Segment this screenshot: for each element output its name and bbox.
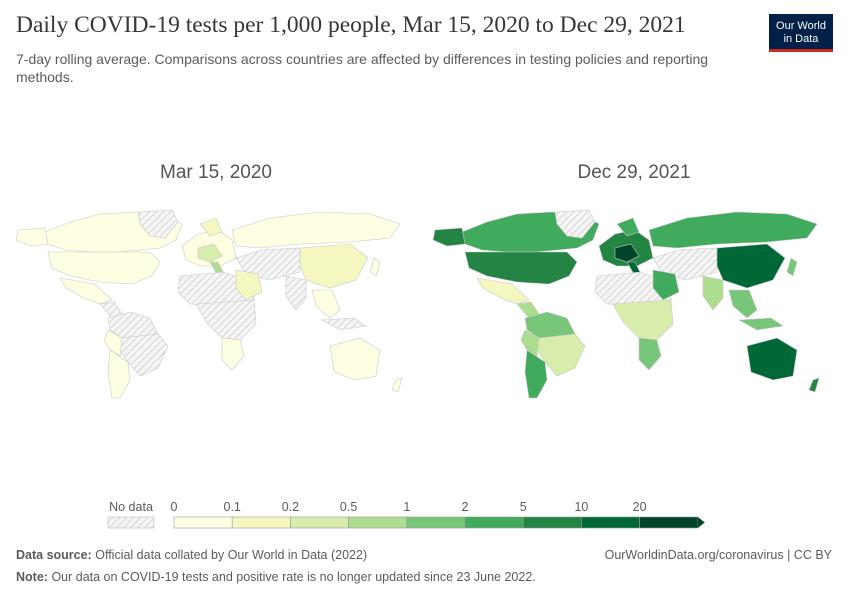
- legend-bin-2[interactable]: [290, 516, 349, 529]
- owid-logo[interactable]: Our World in Data: [769, 14, 833, 52]
- footer-note-label: Note:: [16, 570, 48, 584]
- region-india[interactable]: [702, 275, 724, 311]
- region-japan[interactable]: [369, 257, 381, 277]
- legend-tick-label: 2: [462, 500, 469, 514]
- region-southeast-asia[interactable]: [728, 289, 758, 319]
- region-brazil[interactable]: [119, 333, 169, 377]
- region-usa[interactable]: [47, 251, 161, 285]
- region-scandinavia[interactable]: [616, 217, 640, 237]
- legend-bin-7[interactable]: [581, 516, 640, 529]
- region-greenland[interactable]: [137, 209, 179, 239]
- legend-tick-label: 10: [574, 500, 588, 514]
- footer-link[interactable]: OurWorldinData.org/coronavirus | CC BY: [604, 548, 832, 562]
- region-alaska[interactable]: [15, 227, 49, 247]
- footer-source: Data source: Official data collated by O…: [16, 548, 367, 562]
- region-argentina-chile[interactable]: [107, 349, 131, 399]
- footer-source-label: Data source:: [16, 548, 92, 562]
- chart-subtitle: 7-day rolling average. Comparisons acros…: [16, 51, 709, 85]
- region-scandinavia[interactable]: [199, 217, 223, 237]
- footer-source-text: Official data collated by Our World in D…: [95, 548, 368, 562]
- region-indonesia[interactable]: [737, 317, 784, 331]
- legend-tick-label: 1: [403, 500, 410, 514]
- region-middle-east[interactable]: [235, 269, 263, 301]
- region-russia[interactable]: [648, 211, 818, 249]
- legend-bin-8[interactable]: [639, 516, 699, 529]
- map-title-left: Mar 15, 2020: [160, 162, 272, 183]
- legend-bin-3[interactable]: [348, 516, 408, 529]
- map-title-right: Dec 29, 2021: [577, 162, 691, 183]
- region-brazil[interactable]: [536, 333, 586, 377]
- footer-note-text: Our data on COVID-19 tests and positive …: [51, 570, 536, 584]
- region-central-europe[interactable]: [614, 243, 640, 263]
- region-china[interactable]: [716, 243, 786, 289]
- region-argentina-chile[interactable]: [524, 349, 548, 399]
- chart-title: Daily COVID-19 tests per 1,000 people, M…: [16, 12, 686, 38]
- region-china[interactable]: [299, 243, 369, 289]
- region-usa[interactable]: [464, 251, 578, 285]
- region-new-zealand[interactable]: [391, 377, 403, 393]
- legend-tick-label: 0.2: [282, 500, 299, 514]
- legend-tick-label: 5: [520, 500, 527, 514]
- region-new-zealand[interactable]: [808, 377, 820, 393]
- logo-line-1: Our World: [776, 20, 826, 32]
- region-southern-africa[interactable]: [221, 337, 245, 371]
- region-australia[interactable]: [329, 337, 381, 381]
- legend-tick-label: 0.5: [340, 500, 357, 514]
- map-dec-2021: [432, 209, 820, 399]
- region-indonesia[interactable]: [320, 317, 367, 331]
- region-russia[interactable]: [231, 211, 401, 249]
- legend-bin-5[interactable]: [464, 516, 524, 529]
- region-australia[interactable]: [746, 337, 798, 381]
- region-india[interactable]: [285, 275, 307, 311]
- legend-no-data-label: No data: [109, 500, 153, 514]
- region-greenland[interactable]: [554, 209, 596, 239]
- region-middle-east[interactable]: [652, 269, 680, 301]
- region-japan[interactable]: [786, 257, 798, 277]
- region-alaska[interactable]: [432, 227, 466, 247]
- legend-bin-0[interactable]: [173, 516, 233, 529]
- logo-line-2: in Data: [783, 33, 819, 45]
- legend-bin-6[interactable]: [522, 516, 582, 529]
- legend-bins: 0 0.1 0.2 0.5 1 2 5 10 20: [171, 500, 705, 529]
- map-mar-2020: [15, 209, 403, 399]
- legend-no-data-swatch[interactable]: [107, 516, 155, 529]
- legend-arrow-tip: [697, 517, 705, 528]
- footer-note: Note: Our data on COVID-19 tests and pos…: [16, 570, 536, 584]
- legend-tick-label: 0.1: [224, 500, 241, 514]
- legend-bin-1[interactable]: [231, 516, 291, 529]
- legend-bin-4[interactable]: [406, 516, 466, 529]
- region-southern-africa[interactable]: [638, 337, 662, 371]
- legend-tick-label: 20: [633, 500, 647, 514]
- region-southeast-asia[interactable]: [311, 289, 341, 319]
- region-central-europe[interactable]: [197, 243, 223, 263]
- legend-tick-label: 0: [171, 500, 178, 514]
